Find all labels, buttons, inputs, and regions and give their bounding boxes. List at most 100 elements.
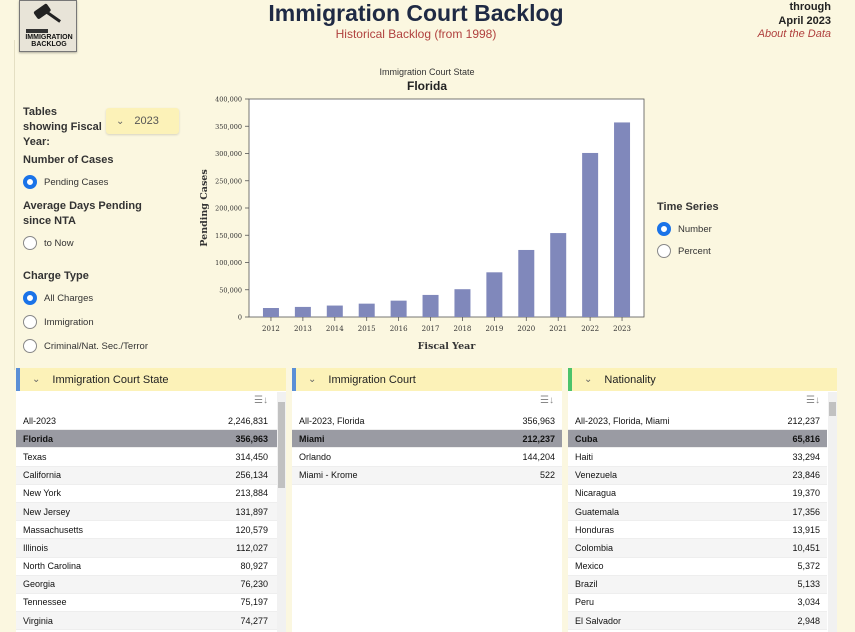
table-row[interactable]: El Salvador 2,948 [568,612,827,631]
immigration-radio[interactable]: Immigration [23,315,94,329]
state-panel: ⌄ Immigration Court State ☰↓ All-2023 2,2… [16,368,286,632]
table-row[interactable]: California 256,134 [16,466,286,485]
row-label: Honduras [575,524,615,535]
criminal-label: Criminal/Nat. Sec./Terror [44,340,148,352]
table-row[interactable]: Cuba 65,816 [568,430,827,449]
row-value: 212,237 [522,433,555,444]
row-label: North Carolina [23,561,82,572]
row-label: All-2023 [23,415,57,426]
time-series-label: Time Series [657,201,719,213]
table-row[interactable]: Colombia 10,451 [568,539,827,558]
scrollbar-thumb[interactable] [278,402,285,488]
bar [454,289,471,317]
number-label: Number [678,223,712,235]
sort-icon[interactable]: ☰↓ [806,395,820,406]
sort-icon[interactable]: ☰↓ [540,395,554,406]
row-value: 33,294 [792,451,820,462]
chart-state-title: Florida [406,79,447,93]
fy-label: Tables showing Fiscal Year: [23,106,102,148]
table-row[interactable]: New Jersey 131,897 [16,502,286,522]
sort-icon[interactable]: ☰↓ [254,395,268,406]
table-row[interactable]: Florida 356,963 [16,430,286,449]
row-label: Peru [575,597,595,608]
table-row[interactable]: Orlando 144,204 [292,448,562,467]
row-value: 314,450 [235,451,268,462]
bar [582,152,599,317]
scrollbar-thumb[interactable] [829,402,836,416]
table-row[interactable]: North Carolina 80,927 [16,558,286,576]
bar [486,272,503,317]
scrollbar[interactable] [828,392,837,632]
table-row[interactable]: Massachusetts 120,579 [16,521,286,540]
court-panel-header[interactable]: ⌄ Immigration Court [292,368,562,391]
table-row[interactable]: Brazil 5,133 [568,575,827,594]
row-value: 131,897 [235,506,268,517]
row-value: 3,034 [797,597,820,608]
plot-area [248,98,645,318]
table-row[interactable]: Texas 314,450 [16,448,286,467]
row-label: Miami - Krome [299,470,358,481]
y-tick-label: 100,000 [215,259,242,267]
table-row[interactable]: Mexico 5,372 [568,558,827,576]
bar [390,300,407,317]
table-row[interactable]: All-2023, Florida 356,963 [292,412,562,431]
table-row[interactable]: Miami - Krome 522 [292,466,562,485]
table-row[interactable]: All-2023, Florida, Miami 212,237 [568,412,827,431]
row-value: 5,133 [797,579,820,590]
state-panel-header[interactable]: ⌄ Immigration Court State [16,368,286,391]
all-charges-radio[interactable]: All Charges [23,291,93,305]
to-now-radio[interactable]: to Now [23,236,74,250]
y-tick-label: 0 [238,314,242,322]
criminal-radio[interactable]: Criminal/Nat. Sec./Terror [23,339,148,353]
table-row[interactable]: Peru 3,034 [568,594,827,613]
table-row[interactable]: Georgia 76,230 [16,575,286,594]
table-row[interactable]: Miami 212,237 [292,430,562,449]
table-row[interactable]: All-2023 2,246,831 [16,412,286,431]
state-table: All-2023 2,246,831 Florida 356,963 Texas 314,… [16,412,286,631]
row-label: Miami [299,433,325,444]
percent-label: Percent [678,245,711,257]
row-label: El Salvador [575,615,622,626]
y-tick-label: 150,000 [215,232,242,240]
row-label: Guatemala [575,506,620,517]
chevron-down-icon: ⌄ [116,115,125,127]
table-row[interactable]: New York 213,884 [16,485,286,503]
y-tick-label: 250,000 [215,177,242,185]
row-value: 2,246,831 [227,415,268,426]
table-row[interactable]: Haiti 33,294 [568,448,827,467]
table-row[interactable]: Virginia 74,277 [16,612,286,631]
table-row[interactable]: Guatemala 17,356 [568,502,827,522]
x-tick-label: 2017 [422,325,440,333]
x-tick-label: 2020 [517,325,535,333]
percent-radio[interactable]: Percent [657,244,711,258]
number-radio[interactable]: Number [657,222,712,236]
about-data-link[interactable]: About the Data [757,28,831,40]
row-value: 17,356 [792,506,820,517]
row-value: 120,579 [235,524,268,535]
table-row[interactable]: Tennessee 75,197 [16,594,286,613]
table-row[interactable]: Illinois 112,027 [16,539,286,558]
row-label: Florida [23,433,54,444]
table-row[interactable]: Honduras 13,915 [568,521,827,540]
row-value: 13,915 [792,524,820,535]
table-row[interactable]: Nicaragua 19,370 [568,485,827,503]
pending-cases-radio[interactable]: Pending Cases [23,175,108,189]
row-value: 112,027 [236,542,268,553]
x-tick-label: 2014 [326,325,344,333]
row-label: Colombia [575,542,614,553]
row-label: California [23,470,62,481]
chart-caption: Immigration Court State [379,67,475,77]
fiscal-year-select[interactable]: ⌄ 2023 [106,108,179,134]
nationality-panel-header[interactable]: ⌄ Nationality [568,368,837,391]
bar [262,308,279,317]
x-tick-label: 2022 [581,325,599,333]
radio-unselected-icon [23,339,37,353]
radio-selected-icon [23,175,37,189]
row-value: 2,948 [797,615,820,626]
logo[interactable]: IMMIGRATION BACKLOG [19,0,77,52]
bar [326,305,343,317]
scrollbar[interactable] [277,392,286,632]
table-row[interactable]: Venezuela 23,846 [568,466,827,485]
row-value: 23,846 [792,470,820,481]
x-tick-label: 2015 [358,325,376,333]
